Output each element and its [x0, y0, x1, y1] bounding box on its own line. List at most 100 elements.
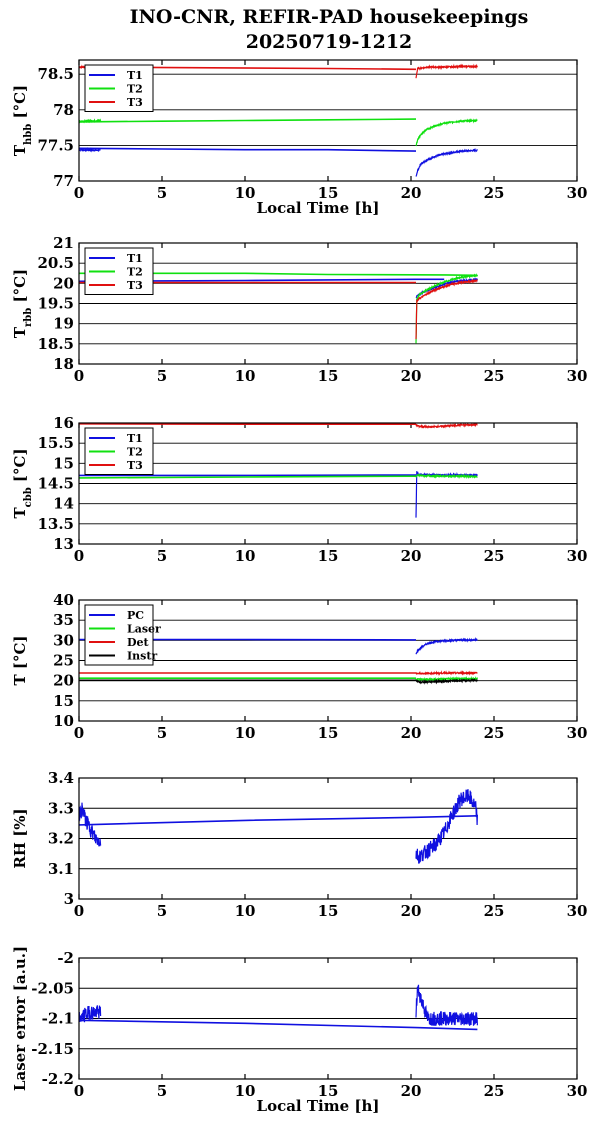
- series-group: [79, 63, 478, 177]
- x-tick-label: 0: [74, 902, 84, 920]
- y-tick-label: 20: [53, 672, 74, 690]
- y-tick-label: 25: [53, 652, 74, 670]
- y-tick-label: 78.5: [37, 65, 74, 83]
- x-tick-label: 25: [484, 367, 505, 385]
- series-trace-t2: [415, 273, 478, 344]
- y-axis-label: T [°C]: [11, 635, 29, 685]
- panel-5: 3 3.1 3.2 3.3 3.4 0 5 10 15 20 25 30 RH [%]: [11, 769, 587, 920]
- plot-frame: [78, 422, 578, 545]
- x-tick-label: 10: [235, 1082, 256, 1100]
- x-tick-label: 5: [157, 724, 167, 742]
- y-tick-label: -2.1: [42, 1010, 74, 1028]
- y-tick-label: 10: [53, 712, 74, 730]
- series-line-t1: [79, 278, 445, 283]
- y-tick-label: 3.2: [48, 830, 74, 848]
- legend-label-t3: T3: [127, 279, 143, 292]
- series-group: [79, 984, 478, 1031]
- y-axis-label-unit: [°C]: [11, 85, 29, 124]
- y-tick-label: 13: [53, 535, 74, 553]
- x-tick-label: 10: [235, 367, 256, 385]
- x-tick-label: 0: [74, 724, 84, 742]
- x-tick-label: 30: [567, 547, 588, 565]
- x-tick-label: 15: [318, 902, 339, 920]
- legend-label-t1: T1: [127, 432, 143, 445]
- y-tick-label: 3.4: [48, 769, 74, 787]
- series-trace-t1: [79, 146, 478, 177]
- y-axis-label-unit: [°C]: [11, 269, 29, 308]
- y-tick-label: 19.5: [37, 295, 74, 313]
- y-tick-label: 13.5: [37, 515, 74, 533]
- x-tick-label: 10: [235, 184, 256, 202]
- plot-frame: [78, 242, 578, 365]
- series-trace-det: [415, 670, 478, 677]
- legend-label-det: Det: [127, 636, 150, 649]
- plot-frame: [78, 59, 578, 182]
- y-tick-label: 19: [53, 315, 74, 333]
- y-axis-label-main: Laser error [a.u.]: [11, 946, 29, 1091]
- x-tick-label: 0: [74, 547, 84, 565]
- y-tick-label: 15: [53, 454, 74, 472]
- y-tick-label: 18.5: [37, 335, 74, 353]
- series-group: [79, 789, 478, 864]
- y-axis-label-main: T: [11, 507, 29, 519]
- series-line-t2: [79, 118, 417, 123]
- legend-label-t1: T1: [127, 69, 143, 82]
- legend-label-t2: T2: [127, 446, 143, 459]
- y-tick-label: -2.05: [31, 979, 74, 997]
- x-tick-label: 25: [484, 724, 505, 742]
- x-tick-label: 30: [567, 184, 588, 202]
- y-axis-label: Thbb [°C]: [11, 85, 34, 156]
- series-trace-laser: [415, 675, 478, 683]
- legend-label-t2: T2: [127, 83, 143, 96]
- x-tick-label: 20: [401, 547, 422, 565]
- x-axis-label: Local Time [h]: [257, 199, 380, 217]
- figure-title-line-1: INO-CNR, REFIR-PAD housekeepings: [130, 6, 529, 28]
- series-trace-t3: [415, 423, 478, 429]
- x-tick-label: 5: [157, 367, 167, 385]
- y-axis-label-main: T: [11, 144, 29, 156]
- x-tick-label: 10: [235, 902, 256, 920]
- legend-label-t3: T3: [127, 96, 143, 109]
- y-tick-label: 18: [53, 355, 74, 373]
- y-axis-label-main: T [°C]: [11, 635, 29, 685]
- y-tick-label: 77.5: [37, 136, 74, 154]
- x-tick-label: 5: [157, 902, 167, 920]
- x-tick-label: 0: [74, 367, 84, 385]
- x-tick-label: 0: [74, 1082, 84, 1100]
- series-line-data: [79, 815, 478, 826]
- y-tick-label: 21: [53, 234, 74, 252]
- y-axis-label-main: T: [11, 326, 29, 338]
- y-tick-label: 78: [53, 101, 74, 119]
- x-tick-label: 30: [567, 1082, 588, 1100]
- x-axis-label: Local Time [h]: [257, 1097, 380, 1115]
- plot-frame: [78, 957, 578, 1080]
- y-tick-label: 15: [53, 692, 74, 710]
- series-line-t1: [79, 147, 417, 152]
- legend-label-pc: PC: [127, 609, 144, 622]
- y-tick-label: 14: [53, 495, 74, 513]
- x-tick-label: 5: [157, 184, 167, 202]
- x-tick-label: 15: [318, 1082, 339, 1100]
- x-tick-label: 30: [567, 902, 588, 920]
- y-tick-label: 30: [53, 631, 74, 649]
- series-trace-data: [79, 789, 478, 864]
- panel-4: 10 15 20 25 30 35 40 0 5 10 15 20 25 30 PCLaserDetInst…: [11, 591, 587, 742]
- x-tick-label: 10: [235, 724, 256, 742]
- series-trace-t2: [415, 472, 478, 480]
- legend-label-t1: T1: [127, 252, 143, 265]
- legend-label-laser: Laser: [127, 623, 161, 636]
- series-line-t2: [79, 475, 417, 479]
- series-trace-instr: [415, 677, 478, 685]
- y-tick-label: 3: [64, 890, 74, 908]
- x-tick-label: 20: [401, 1082, 422, 1100]
- y-tick-label: 35: [53, 611, 74, 629]
- y-tick-label: 3.3: [48, 799, 74, 817]
- legend-label-t3: T3: [127, 459, 143, 472]
- series-trace-pc: [415, 636, 478, 655]
- x-tick-label: 0: [74, 184, 84, 202]
- y-tick-label: -2.15: [31, 1040, 74, 1058]
